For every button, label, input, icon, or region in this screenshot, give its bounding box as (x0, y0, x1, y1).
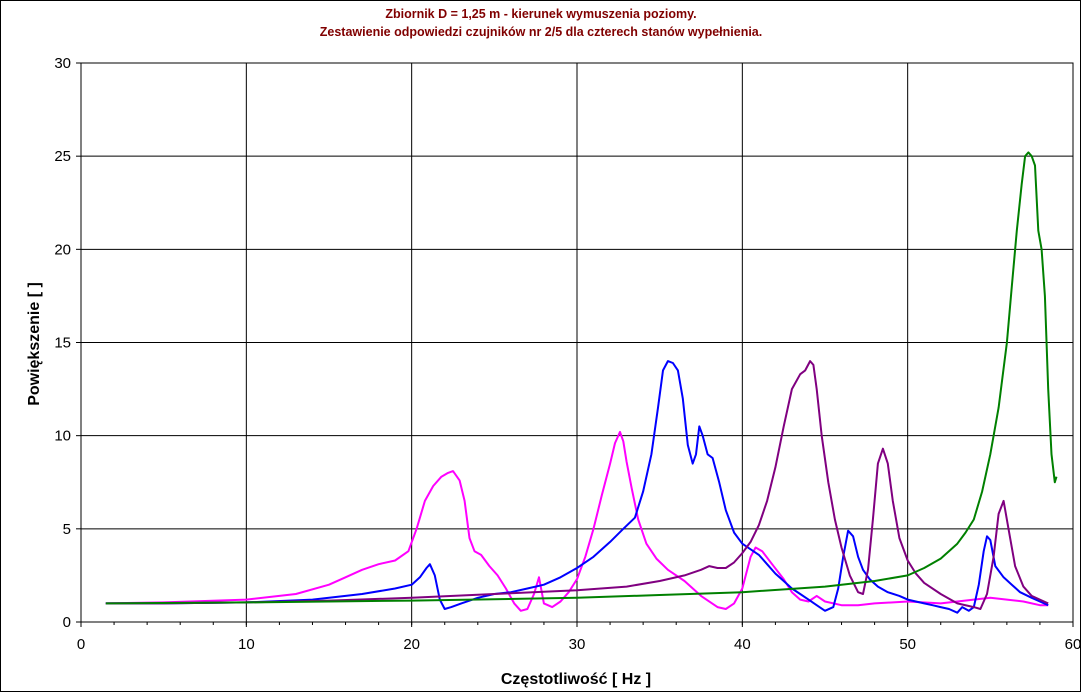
series-line-1 (105, 430, 1049, 612)
y-tick-label: 25 (54, 148, 71, 165)
y-tick-label: 15 (54, 335, 71, 352)
x-tick-label: 0 (77, 636, 85, 653)
series-line-3 (105, 360, 1049, 610)
axis-ticks: 0 10 20 30 40 50 60 0 5 10 15 20 25 30 (54, 55, 1080, 653)
series-group (105, 151, 1058, 614)
y-tick-label: 10 (54, 428, 71, 445)
x-tick-label: 10 (238, 636, 255, 653)
y-tick-label: 30 (54, 55, 71, 72)
x-tick-label: 20 (403, 636, 420, 653)
x-tick-label: 30 (569, 636, 586, 653)
grid-lines (81, 63, 1073, 622)
x-tick-label: 50 (899, 636, 916, 653)
y-axis-title: Powiększenie [ ] (26, 282, 43, 406)
y-tick-label: 20 (54, 241, 71, 258)
series-line-4 (105, 151, 1058, 605)
x-axis-title: Częstotliwość [ Hz ] (501, 671, 651, 688)
y-tick-label: 5 (63, 521, 71, 538)
chart-title-line-1: Zbiornik D = 1,25 m - kierunek wymuszeni… (385, 7, 696, 21)
x-tick-label: 40 (734, 636, 751, 653)
chart-title-line-2: Zestawienie odpowiedzi czujników nr 2/5 … (320, 25, 762, 39)
y-tick-label: 0 (63, 614, 71, 631)
series-line-2 (105, 360, 1049, 614)
x-tick-label: 60 (1065, 636, 1080, 653)
